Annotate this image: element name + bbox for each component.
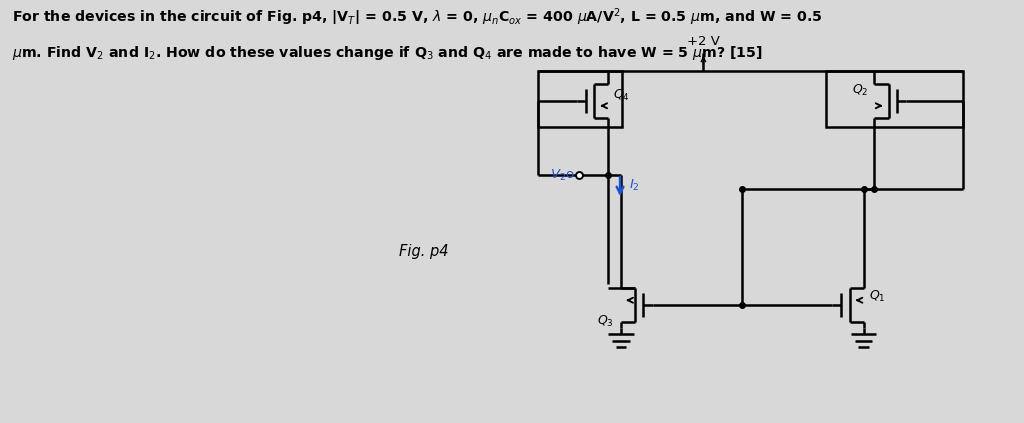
Bar: [538, 71, 622, 127]
Bar: [826, 71, 963, 127]
Text: +2 V: +2 V: [687, 35, 720, 48]
Text: $\mu$m. Find V$_2$ and I$_2$. How do these values change if Q$_3$ and Q$_4$ are : $\mu$m. Find V$_2$ and I$_2$. How do the…: [11, 44, 763, 62]
Text: $V_2$o: $V_2$o: [550, 168, 574, 183]
Text: $Q_3$: $Q_3$: [597, 313, 613, 329]
Text: $Q_2$: $Q_2$: [852, 83, 868, 99]
Text: $Q_1$: $Q_1$: [869, 289, 886, 304]
Text: $I_2$: $I_2$: [629, 178, 640, 192]
Text: For the devices in the circuit of Fig. p4, |V$_T$| = 0.5 V, $\lambda$ = 0, $\mu_: For the devices in the circuit of Fig. p…: [11, 6, 822, 27]
Text: $Q_4$: $Q_4$: [613, 88, 630, 104]
Text: Fig. p4: Fig. p4: [399, 244, 449, 258]
